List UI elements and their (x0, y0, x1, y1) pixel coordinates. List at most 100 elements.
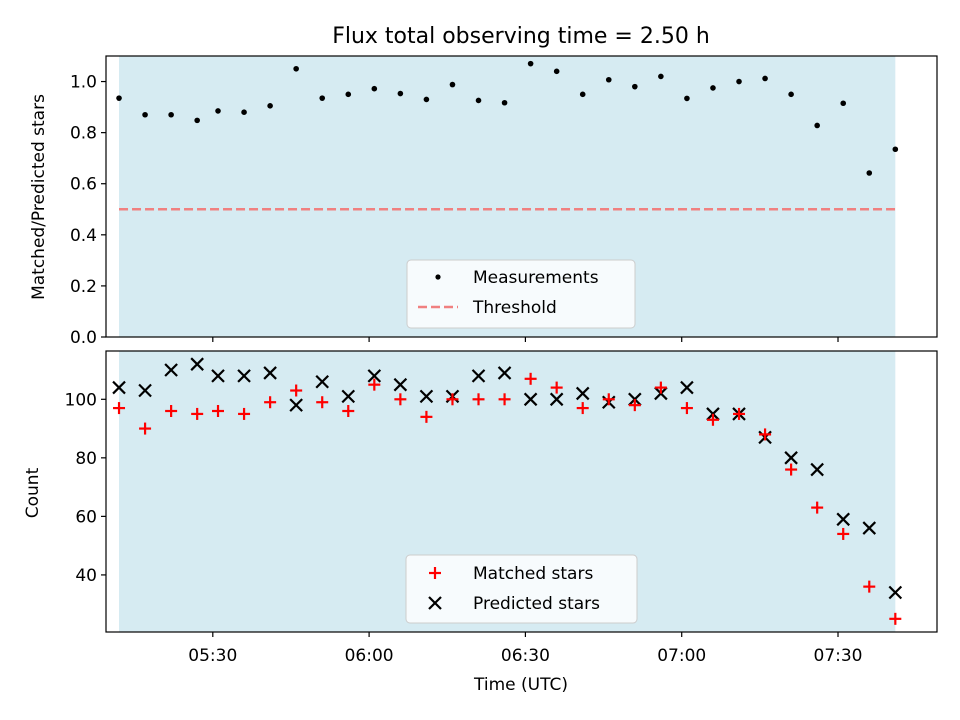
top-y-axis-label: Matched/Predicted stars (29, 94, 49, 300)
matched-star-point (837, 527, 850, 540)
y-tick-label: 0.4 (70, 226, 97, 246)
matched-star-point (889, 612, 902, 625)
matched-star-point (576, 402, 589, 415)
y-tick-label: 80 (75, 449, 97, 469)
x-tick-label: 07:30 (814, 646, 863, 666)
predicted-star-point (862, 521, 877, 535)
y-tick-label: 60 (75, 507, 97, 527)
measurement-point (293, 65, 299, 72)
measurement-point (840, 100, 847, 107)
x-tick-label: 06:00 (345, 646, 394, 666)
matched-star-point (654, 381, 667, 394)
predicted-star-point (393, 377, 408, 392)
measurement-point (684, 95, 690, 102)
matched-star-point (524, 372, 537, 385)
measurement-point (579, 91, 586, 98)
matched-star-point (602, 393, 615, 406)
measurement-points (116, 60, 899, 176)
y-tick-label: 0.2 (70, 277, 97, 297)
predicted-star-point (419, 389, 434, 404)
predicted-star-point (211, 369, 225, 383)
predicted-star-point (575, 386, 590, 401)
x-axis-label: Time (UTC) (473, 675, 568, 695)
matched-star-point (680, 402, 693, 415)
matched-star-point (420, 410, 433, 423)
matched-star-point (342, 405, 355, 418)
measurement-point (553, 68, 560, 75)
measurement-point (501, 99, 508, 106)
predicted-star-point (367, 369, 382, 383)
top-y-ticks: 0.0 0.2 0.4 0.6 0.8 1.0 (70, 73, 106, 348)
predicted-star-point (138, 383, 152, 398)
measurement-point (194, 117, 200, 124)
y-tick-label: 0.6 (70, 175, 97, 195)
legend-matched-marker (429, 567, 441, 579)
matched-star-point (628, 399, 641, 412)
top-legend: Measurements Threshold (406, 259, 636, 329)
measurement-point (267, 103, 273, 109)
measurement-point (397, 90, 404, 97)
measurement-point (371, 85, 378, 92)
matched-star-point (139, 422, 152, 435)
x-tick-label: 07:00 (657, 646, 706, 666)
legend-measurements-label: Measurements (473, 268, 599, 288)
measurement-point (710, 85, 716, 91)
measurement-point (168, 111, 174, 118)
bottom-y-ticks: 40 60 80 100 (65, 390, 106, 586)
matched-star-point (498, 393, 511, 406)
measurement-point (527, 60, 534, 67)
bottom-legend: Matched stars Predicted stars (405, 554, 638, 624)
top-panel: 0.0 0.2 0.4 0.6 0.8 1.0 Matched/Predicted sta… (29, 55, 938, 348)
measurement-point (423, 96, 430, 103)
predicted-star-point (810, 462, 824, 477)
star-count-points (112, 357, 903, 625)
bottom-panel: 40 60 80 100 05:30 06:00 06:30 07:00 07:30 Coun… (23, 350, 938, 695)
legend-measurement-marker (435, 274, 441, 280)
measurement-point (449, 81, 456, 88)
y-tick-label: 0.8 (70, 124, 97, 144)
predicted-star-point (112, 380, 126, 395)
y-tick-label: 40 (75, 566, 97, 586)
matched-star-point (785, 463, 798, 476)
bottom-x-ticks: 05:30 06:00 06:30 07:00 07:30 (188, 632, 863, 666)
predicted-star-point (784, 451, 798, 465)
predicted-star-point (263, 366, 277, 380)
y-tick-label: 0.0 (70, 328, 97, 348)
predicted-star-point (289, 398, 303, 412)
measurement-point (142, 111, 148, 118)
predicted-star-point (888, 585, 903, 600)
measurement-point (866, 170, 873, 176)
measurement-point (632, 83, 638, 90)
bottom-y-axis-label: Count (23, 467, 43, 518)
measurement-point (215, 108, 221, 114)
measurement-point (605, 76, 612, 83)
legend-predicted-marker (428, 596, 442, 610)
measurement-point (788, 91, 794, 98)
matched-star-point (472, 393, 485, 406)
matched-star-point (446, 393, 459, 406)
predicted-star-point (497, 366, 512, 380)
predicted-star-point (680, 380, 694, 395)
x-tick-label: 05:30 (188, 646, 237, 666)
predicted-star-point (471, 369, 486, 383)
matched-star-point (316, 396, 329, 409)
measurement-point (345, 91, 352, 98)
measurement-point (736, 78, 742, 85)
measurement-point (319, 95, 326, 101)
predicted-star-point (523, 392, 538, 407)
matched-star-point (368, 378, 381, 391)
legend-matched-label: Matched stars (473, 564, 593, 584)
predicted-star-point (341, 389, 356, 404)
matched-star-point (394, 393, 407, 406)
matched-star-point (165, 405, 178, 418)
bottom-axes-frame (105, 350, 938, 633)
measurement-point (116, 95, 122, 101)
predicted-star-point (315, 374, 329, 389)
y-tick-label: 1.0 (70, 73, 97, 93)
matched-star-point (238, 407, 251, 420)
predicted-star-point (164, 363, 178, 377)
matched-star-point (811, 501, 824, 514)
y-tick-label: 100 (65, 390, 97, 410)
matched-star-point (550, 381, 563, 394)
